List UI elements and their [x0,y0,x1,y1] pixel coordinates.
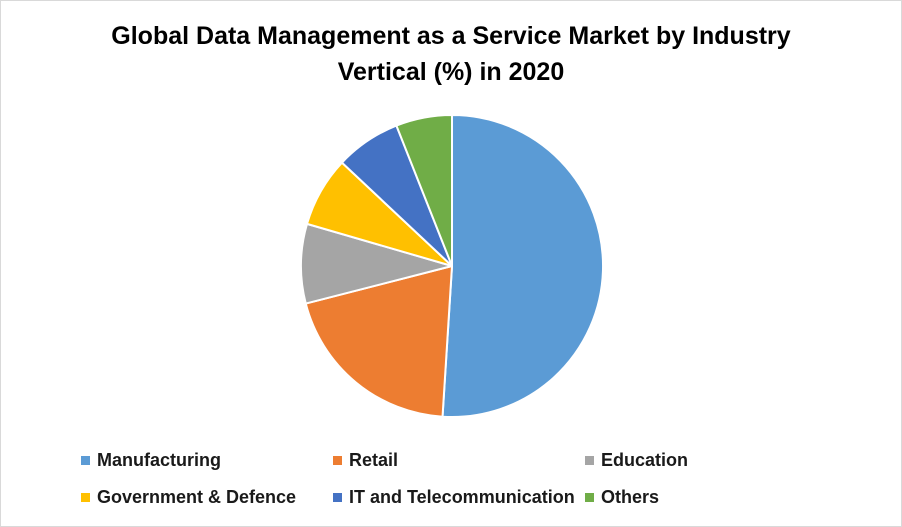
legend-item-manufacturing: Manufacturing [81,450,221,471]
legend-swatch-manufacturing [81,456,90,465]
legend-label-government-defence: Government & Defence [97,487,297,507]
legend-label-manufacturing: Manufacturing [97,450,221,470]
pie-slice-others [395,114,453,267]
legend-label-it-telecommunication: IT and Telecommunication [349,487,575,507]
legend-swatch-it-telecommunication [333,493,342,502]
legend-item-it-telecommunication: IT and Telecommunication [333,487,575,508]
legend-swatch-education [585,456,594,465]
legend-item-retail: Retail [333,450,398,471]
pie-slice-manufacturing [441,114,604,418]
chart-title: Global Data Management as a Service Mark… [0,18,902,90]
chart-title-line-2: Vertical (%) in 2020 [337,58,565,86]
pie-slice-retail [304,265,453,418]
legend-swatch-others [585,493,594,502]
legend-label-education: Education [601,450,689,470]
legend-swatch-retail [333,456,342,465]
legend-label-others: Others [601,487,660,507]
legend-item-education: Education [585,450,688,471]
legend-item-others: Others [585,487,659,508]
legend-label-retail: Retail [349,450,399,470]
legend-swatch-government-defence [81,493,90,502]
chart-title-line-1: Global Data Management as a Service Mark… [111,22,791,50]
legend-item-government-defence: Government & Defence [81,487,296,508]
pie-slices [300,114,604,418]
